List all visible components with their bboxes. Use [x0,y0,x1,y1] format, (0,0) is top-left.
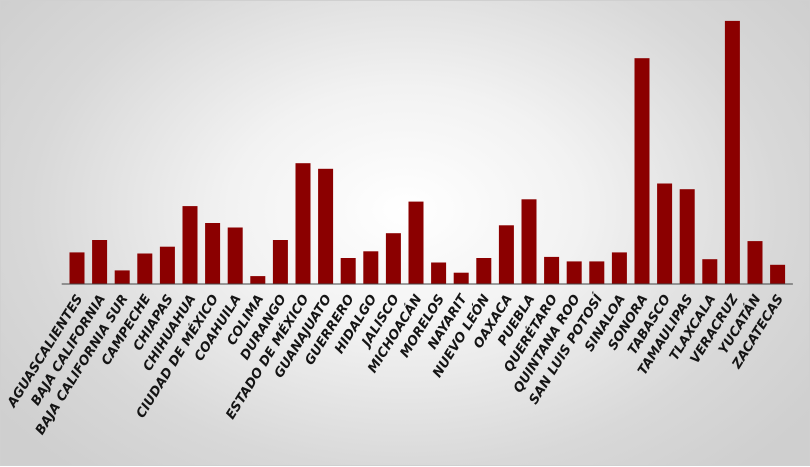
bar-28 [702,259,718,284]
bar-13 [363,251,379,284]
bar-4 [159,246,175,284]
bar-5 [182,206,198,284]
bar-9 [272,240,288,284]
bar-21 [544,256,560,284]
bar-26 [657,183,673,284]
bar-0 [69,252,85,284]
bar-18 [476,258,492,284]
bar-12 [340,258,356,284]
bars-group [69,20,786,285]
bar-16 [431,262,447,284]
bar-14 [385,233,401,284]
bar-8 [250,276,266,284]
bar-25 [634,58,650,285]
bar-19 [498,225,514,284]
bar-11 [318,168,334,284]
bar-2 [114,270,130,284]
bar-31 [770,264,786,284]
bar-1 [92,240,108,284]
bar-17 [453,272,469,284]
bar-27 [679,189,695,284]
bar-29 [724,20,740,285]
bar-24 [611,252,627,284]
bar-22 [566,261,582,284]
bar-6 [205,223,221,284]
bar-7 [227,227,243,284]
bar-15 [408,201,424,284]
bar-30 [747,241,763,284]
bar-3 [137,253,153,284]
bar-20 [521,199,537,284]
bar-23 [589,261,605,284]
bar-10 [295,163,311,284]
